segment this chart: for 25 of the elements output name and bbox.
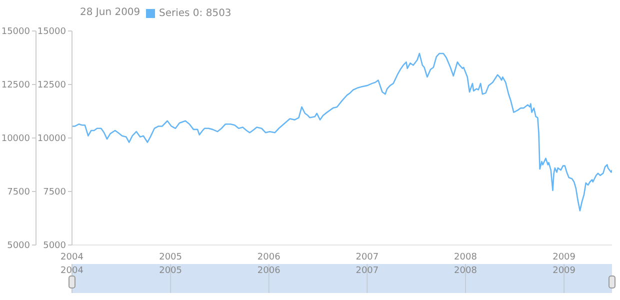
x-tick-label: 2006 (257, 252, 281, 262)
legend-label: Series 0: 8503 (159, 8, 232, 19)
x-tick-label: 2007 (356, 252, 379, 262)
x2-tick-label: 2008 (454, 266, 478, 276)
y2-tick-label: 15000 (37, 27, 66, 37)
y-tick-label: 10000 (1, 134, 30, 144)
x-tick-label: 2009 (552, 252, 576, 262)
y-tick-label: 15000 (1, 27, 30, 37)
legend-title: 28 Jun 2009 (80, 7, 140, 19)
y2-tick-label: 10000 (37, 134, 66, 144)
line-series (72, 52, 612, 212)
x-tick-label: 2004 (60, 252, 84, 262)
y-tick-label: 12500 (1, 80, 30, 90)
x-tick-label: 2005 (159, 252, 182, 262)
x-tick-label: 2008 (454, 252, 478, 262)
y2-tick-label: 12500 (37, 80, 66, 90)
y2-tick-label: 5000 (43, 241, 66, 251)
x2-tick-label: 2005 (159, 266, 182, 276)
x2-tick-label: 2007 (356, 266, 379, 276)
y-tick-label: 5000 (7, 241, 30, 251)
y-tick-label: 7500 (7, 188, 30, 198)
y2-tick-label: 7500 (43, 188, 66, 198)
x2-tick-label: 2009 (552, 266, 576, 276)
x2-tick-label: 2006 (257, 266, 281, 276)
x2-tick-label: 2004 (60, 266, 84, 276)
